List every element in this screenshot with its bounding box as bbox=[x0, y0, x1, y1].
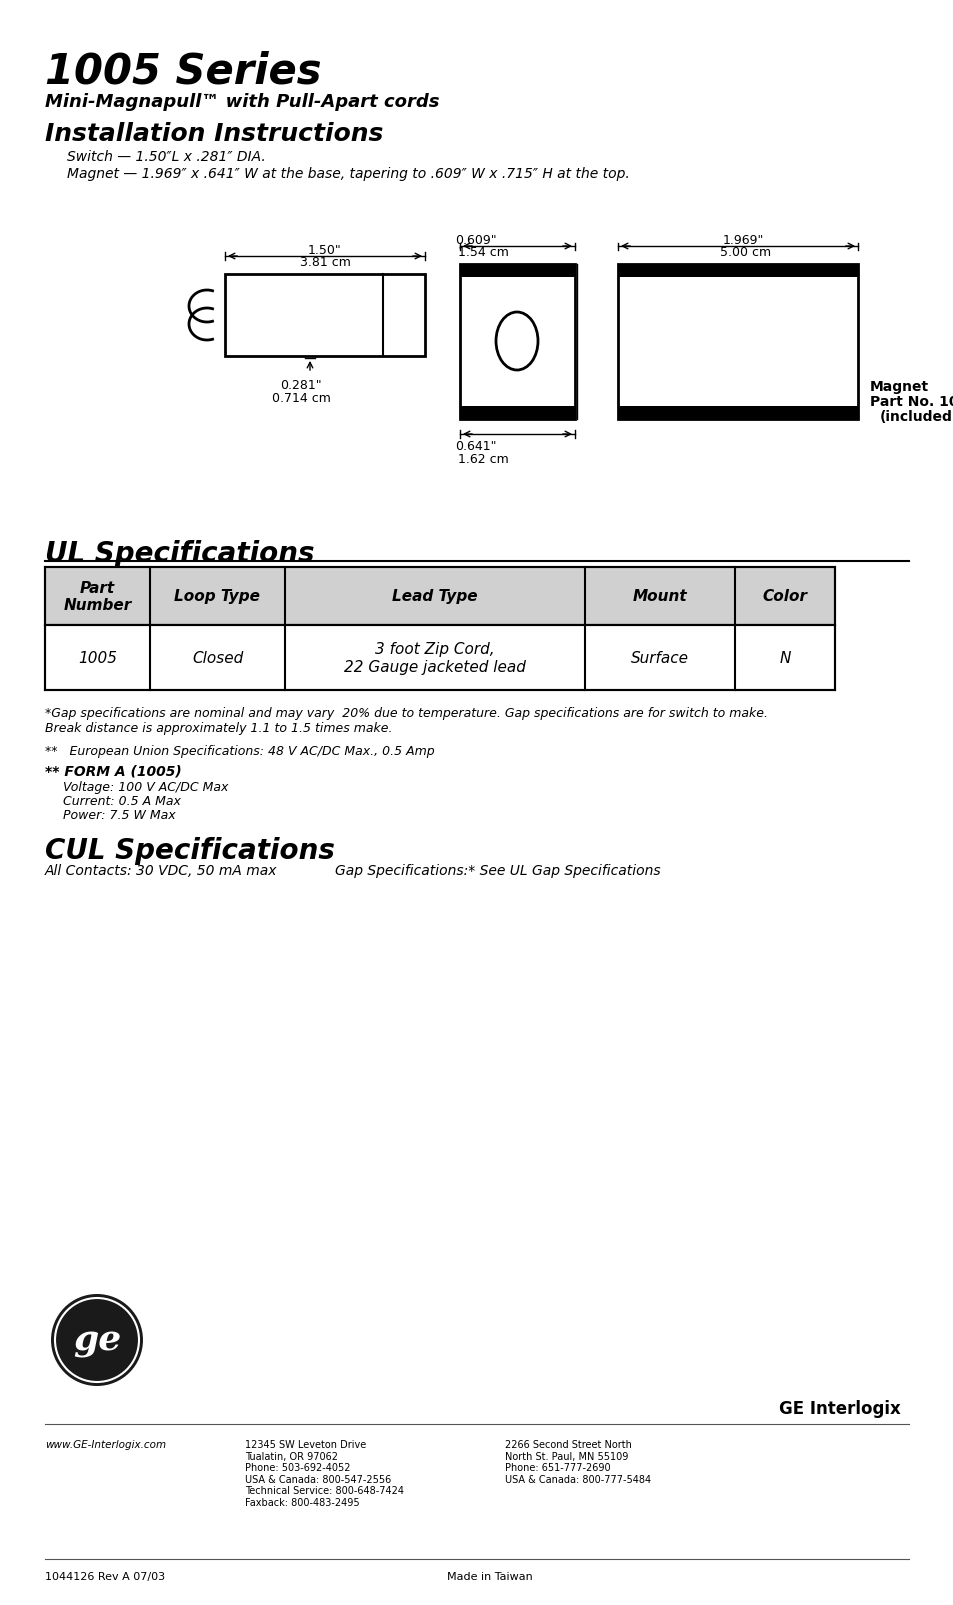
Text: Voltage: 100 V AC/DC Max: Voltage: 100 V AC/DC Max bbox=[63, 780, 228, 793]
Text: 3.81 cm: 3.81 cm bbox=[299, 255, 350, 268]
Text: 0.281": 0.281" bbox=[280, 379, 321, 392]
Text: 1044126 Rev A 07/03: 1044126 Rev A 07/03 bbox=[45, 1571, 165, 1581]
Text: Switch — 1.50″L x .281″ DIA.: Switch — 1.50″L x .281″ DIA. bbox=[67, 149, 266, 164]
Text: Surface: Surface bbox=[630, 650, 688, 666]
Bar bbox=[618, 265, 857, 278]
Text: 1.969": 1.969" bbox=[722, 234, 763, 247]
Circle shape bbox=[58, 1302, 136, 1379]
Bar bbox=[225, 274, 424, 356]
Text: (included): (included) bbox=[879, 409, 953, 424]
Text: Loop Type: Loop Type bbox=[174, 589, 260, 603]
Text: Installation Instructions: Installation Instructions bbox=[45, 122, 383, 146]
Text: Mini-Magnapull™ with Pull-Apart cords: Mini-Magnapull™ with Pull-Apart cords bbox=[45, 93, 439, 111]
Text: CUL Specifications: CUL Specifications bbox=[45, 836, 335, 865]
Bar bbox=[45, 626, 834, 690]
Text: Magnet: Magnet bbox=[869, 380, 928, 393]
Text: Part No. 1014: Part No. 1014 bbox=[869, 395, 953, 409]
Ellipse shape bbox=[496, 313, 537, 371]
Text: 1005: 1005 bbox=[78, 650, 117, 666]
Text: 1.54 cm: 1.54 cm bbox=[457, 246, 508, 258]
Text: 0.641": 0.641" bbox=[455, 440, 496, 453]
Text: 1.50": 1.50" bbox=[308, 244, 341, 257]
Text: Power: 7.5 W Max: Power: 7.5 W Max bbox=[63, 809, 175, 822]
Bar bbox=[459, 406, 575, 421]
Bar bbox=[459, 265, 575, 278]
Text: Closed: Closed bbox=[192, 650, 243, 666]
Bar bbox=[618, 265, 857, 421]
Text: 1.62 cm: 1.62 cm bbox=[457, 453, 508, 465]
Text: Part
Number: Part Number bbox=[63, 581, 132, 613]
Text: **   European Union Specifications: 48 V AC/DC Max., 0.5 Amp: ** European Union Specifications: 48 V A… bbox=[45, 745, 435, 758]
Text: 12345 SW Leveton Drive
Tualatin, OR 97062
Phone: 503-692-4052
USA & Canada: 800-: 12345 SW Leveton Drive Tualatin, OR 9706… bbox=[245, 1440, 403, 1507]
Text: 5.00 cm: 5.00 cm bbox=[720, 246, 770, 258]
Text: 1005 Series: 1005 Series bbox=[45, 50, 321, 91]
Bar bbox=[45, 568, 834, 626]
Text: Magnet — 1.969″ x .641″ W at the base, tapering to .609″ W x .715″ H at the top.: Magnet — 1.969″ x .641″ W at the base, t… bbox=[67, 167, 629, 181]
Text: GE Interlogix: GE Interlogix bbox=[779, 1400, 900, 1417]
Text: Made in Taiwan: Made in Taiwan bbox=[447, 1571, 532, 1581]
Text: 0.609": 0.609" bbox=[455, 234, 497, 247]
Text: UL Specifications: UL Specifications bbox=[45, 539, 314, 568]
Text: Mount: Mount bbox=[632, 589, 686, 603]
Text: Gap Specifications:* See UL Gap Specifications: Gap Specifications:* See UL Gap Specific… bbox=[335, 863, 659, 878]
Text: Current: 0.5 A Max: Current: 0.5 A Max bbox=[63, 794, 181, 807]
Text: Lead Type: Lead Type bbox=[392, 589, 477, 603]
Text: All Contacts: 30 VDC, 50 mA max: All Contacts: 30 VDC, 50 mA max bbox=[45, 863, 277, 878]
Text: 2266 Second Street North
North St. Paul, MN 55109
Phone: 651-777-2690
USA & Cana: 2266 Second Street North North St. Paul,… bbox=[504, 1440, 651, 1485]
Text: ge: ge bbox=[72, 1323, 121, 1358]
Text: N: N bbox=[779, 650, 790, 666]
Bar bbox=[459, 265, 575, 421]
Text: *Gap specifications are nominal and may vary  20% due to temperature. Gap specif: *Gap specifications are nominal and may … bbox=[45, 706, 767, 735]
Text: 3 foot Zip Cord,
22 Gauge jacketed lead: 3 foot Zip Cord, 22 Gauge jacketed lead bbox=[344, 642, 525, 674]
Text: www.GE-Interlogix.com: www.GE-Interlogix.com bbox=[45, 1440, 166, 1449]
Bar bbox=[618, 406, 857, 421]
Text: ** FORM A (1005): ** FORM A (1005) bbox=[45, 764, 182, 778]
Text: Color: Color bbox=[761, 589, 806, 603]
Circle shape bbox=[51, 1294, 143, 1387]
Text: 0.714 cm: 0.714 cm bbox=[272, 392, 331, 404]
